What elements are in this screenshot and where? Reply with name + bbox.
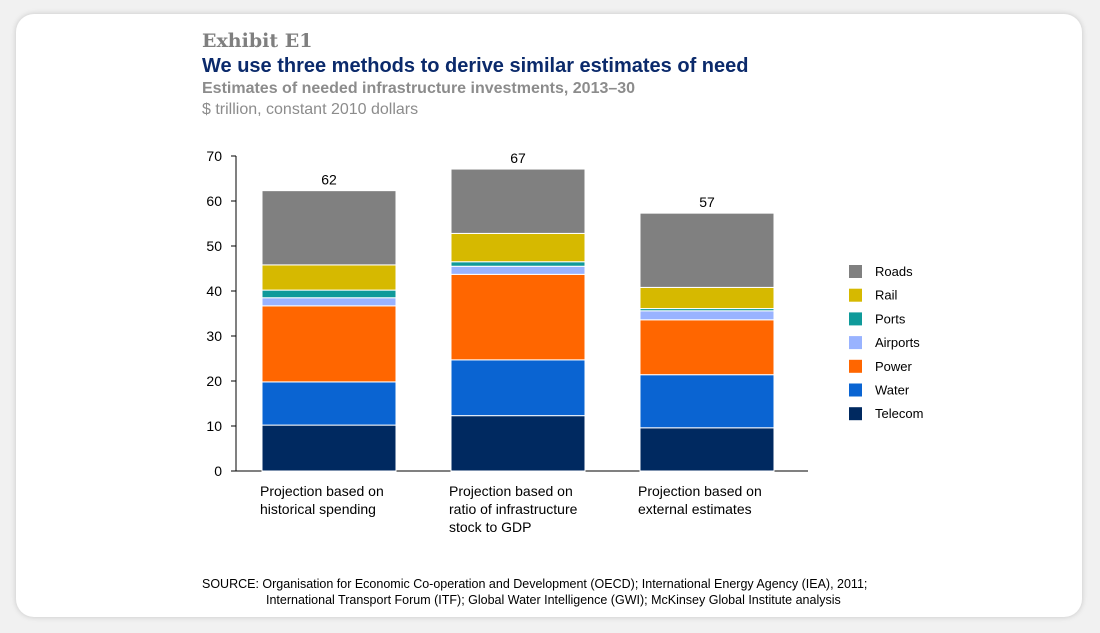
legend-label-water: Water (875, 383, 910, 398)
category-label-line: Projection based on (449, 483, 573, 499)
bar-total-label: 67 (510, 150, 526, 166)
chart-subtitle: Estimates of needed infrastructure inves… (202, 80, 636, 97)
y-tick-label: 40 (206, 283, 222, 299)
bar-segment-rail (450, 232, 586, 263)
source-line-1: SOURCE: Organisation for Economic Co-ope… (202, 577, 868, 591)
category-label: Projection based on historical spending (260, 483, 384, 517)
bar-segment-roads (639, 212, 775, 288)
y-tick-label: 70 (206, 148, 222, 164)
bar-segment-roads (261, 190, 397, 266)
y-tick-label: 20 (206, 373, 222, 389)
category-label-line: Projection based on (260, 483, 384, 499)
legend-label-rail: Rail (875, 288, 898, 303)
legend-swatch-airports (849, 336, 862, 350)
legend-label-airports: Airports (875, 335, 920, 350)
category-label-line: external estimates (638, 501, 752, 517)
bar-segment-telecom (261, 424, 397, 472)
category-label: Projection based on external estimates (638, 483, 762, 517)
bar-segment-ports (261, 289, 397, 299)
legend-label-telecom: Telecom (875, 406, 923, 421)
legend-swatch-ports (849, 312, 862, 326)
y-tick-label: 30 (206, 328, 222, 344)
y-tick-label: 50 (206, 238, 222, 254)
category-label-line: ratio of infrastructure (449, 501, 578, 517)
legend-label-power: Power (875, 359, 913, 374)
category-label-line: stock to GDP (449, 519, 531, 535)
bar-segment-power (450, 273, 586, 361)
chart-units: $ trillion, constant 2010 dollars (202, 101, 419, 118)
bar-segment-airports (639, 310, 775, 321)
exhibit-label: Exhibit E1 (202, 30, 313, 52)
bar-segment-ports (450, 261, 586, 267)
bar-total-label: 62 (321, 172, 337, 188)
bar-segment-water (639, 374, 775, 429)
y-tick-label: 10 (206, 418, 222, 434)
source-note: SOURCE: Organisation for Economic Co-ope… (202, 576, 867, 608)
bar-segment-rail (639, 286, 775, 310)
category-label-line: Projection based on (638, 483, 762, 499)
bar-total-label: 57 (699, 194, 715, 210)
bar-segment-power (261, 305, 397, 383)
source-line-2: International Transport Forum (ITF); Glo… (266, 593, 841, 607)
bar-segment-power (639, 319, 775, 376)
legend-swatch-power (849, 359, 862, 373)
legend-label-roads: Roads (875, 264, 913, 279)
legend-swatch-telecom (849, 407, 862, 421)
bar-segment-airports (261, 297, 397, 307)
bar-segment-rail (261, 264, 397, 291)
y-tick-label: 0 (214, 463, 222, 479)
legend-swatch-rail (849, 288, 862, 302)
bar-segment-telecom (450, 415, 586, 472)
legend-swatch-water (849, 383, 862, 397)
category-label-line: historical spending (260, 501, 376, 517)
bar-segment-roads (450, 168, 586, 234)
bar-segment-water (450, 359, 586, 417)
bar-segment-water (261, 381, 397, 426)
bar-segment-telecom (639, 427, 775, 472)
category-label: Projection based on ratio of infrastructu… (449, 483, 578, 535)
legend-swatch-roads (849, 265, 862, 278)
bar-segment-airports (450, 265, 586, 275)
chart-title: We use three methods to derive similar e… (202, 55, 749, 77)
legend-label-ports: Ports (875, 311, 906, 326)
y-tick-label: 60 (206, 193, 222, 209)
